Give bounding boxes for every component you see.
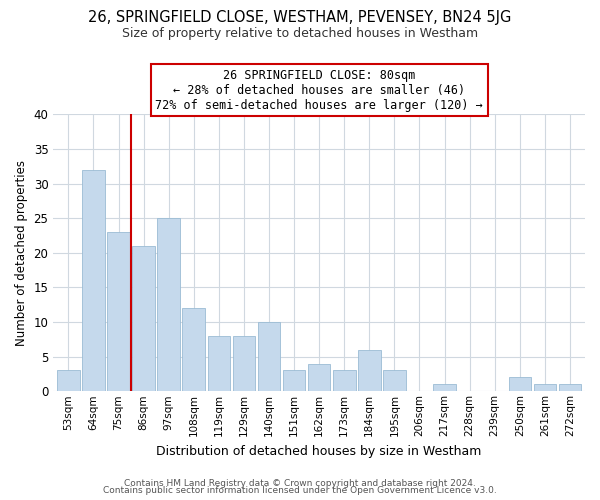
Text: Contains HM Land Registry data © Crown copyright and database right 2024.: Contains HM Land Registry data © Crown c… xyxy=(124,478,476,488)
Bar xyxy=(509,378,531,392)
Bar xyxy=(208,336,230,392)
Bar xyxy=(157,218,180,392)
Text: Contains public sector information licensed under the Open Government Licence v3: Contains public sector information licen… xyxy=(103,486,497,495)
Bar xyxy=(182,308,205,392)
Bar xyxy=(57,370,80,392)
Bar xyxy=(233,336,255,392)
Bar xyxy=(82,170,105,392)
Text: Size of property relative to detached houses in Westham: Size of property relative to detached ho… xyxy=(122,28,478,40)
Bar xyxy=(433,384,456,392)
Bar xyxy=(333,370,356,392)
Y-axis label: Number of detached properties: Number of detached properties xyxy=(15,160,28,346)
Bar xyxy=(107,232,130,392)
Bar xyxy=(257,322,280,392)
Text: 26 SPRINGFIELD CLOSE: 80sqm
← 28% of detached houses are smaller (46)
72% of sem: 26 SPRINGFIELD CLOSE: 80sqm ← 28% of det… xyxy=(155,68,483,112)
Bar xyxy=(559,384,581,392)
X-axis label: Distribution of detached houses by size in Westham: Distribution of detached houses by size … xyxy=(157,444,482,458)
Text: 26, SPRINGFIELD CLOSE, WESTHAM, PEVENSEY, BN24 5JG: 26, SPRINGFIELD CLOSE, WESTHAM, PEVENSEY… xyxy=(88,10,512,25)
Bar xyxy=(283,370,305,392)
Bar xyxy=(358,350,380,392)
Bar xyxy=(308,364,331,392)
Bar xyxy=(383,370,406,392)
Bar xyxy=(132,246,155,392)
Bar xyxy=(533,384,556,392)
